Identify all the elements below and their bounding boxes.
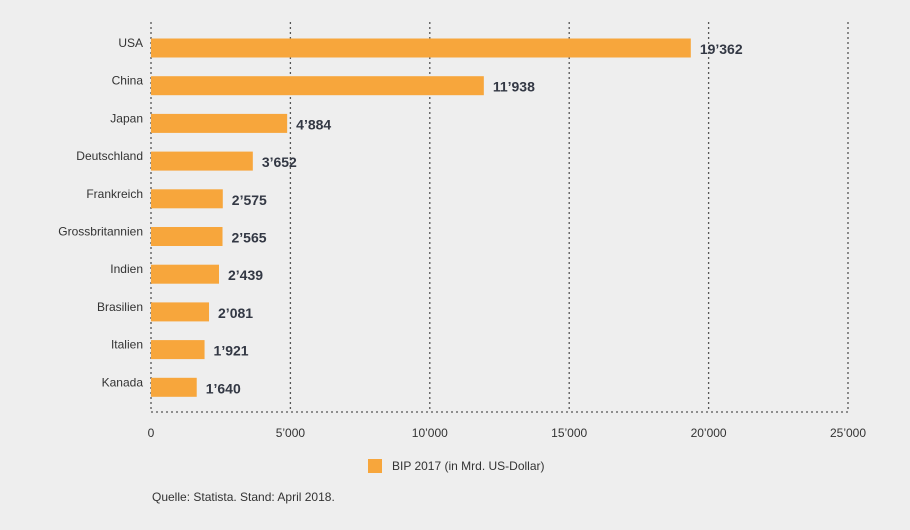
value-label: 2’565 bbox=[232, 230, 267, 246]
source-note: Quelle: Statista. Stand: April 2018. bbox=[152, 490, 335, 504]
value-label: 1’640 bbox=[206, 380, 241, 396]
value-label: 19’362 bbox=[700, 41, 743, 57]
category-label: Italien bbox=[111, 338, 143, 352]
category-label: USA bbox=[118, 36, 143, 50]
category-label: China bbox=[112, 74, 144, 88]
value-label: 2’081 bbox=[218, 305, 253, 321]
legend-label: BIP 2017 (in Mrd. US-Dollar) bbox=[392, 459, 545, 473]
bar-kanada bbox=[151, 377, 197, 397]
value-label: 1’921 bbox=[214, 343, 249, 359]
x-tick-label: 5’000 bbox=[276, 426, 306, 440]
category-label: Japan bbox=[110, 111, 143, 125]
bars bbox=[151, 38, 691, 397]
value-label: 2’439 bbox=[228, 267, 263, 283]
bar-italien bbox=[151, 340, 205, 360]
bar-usa bbox=[151, 38, 691, 58]
category-label: Frankreich bbox=[86, 187, 143, 201]
x-tick-label: 20’000 bbox=[691, 426, 727, 440]
bar-china bbox=[151, 76, 484, 96]
category-label: Grossbritannien bbox=[58, 225, 143, 239]
value-label: 4’884 bbox=[296, 116, 331, 132]
value-label: 11’938 bbox=[493, 79, 535, 95]
category-label: Kanada bbox=[102, 375, 144, 389]
legend: BIP 2017 (in Mrd. US-Dollar) bbox=[368, 459, 545, 473]
category-label: Indien bbox=[110, 262, 143, 276]
category-label: Brasilien bbox=[97, 300, 143, 314]
value-label: 3’652 bbox=[262, 154, 297, 170]
bar-grossbritannien bbox=[151, 227, 223, 246]
bar-frankreich bbox=[151, 189, 223, 209]
bar-japan bbox=[151, 113, 288, 133]
x-tick-label: 15’000 bbox=[551, 426, 587, 440]
bar-brasilien bbox=[151, 302, 210, 322]
x-tick-label: 10’000 bbox=[412, 426, 448, 440]
x-tick-label: 0 bbox=[148, 426, 155, 440]
value-label: 2’575 bbox=[232, 192, 267, 208]
category-label: Deutschland bbox=[76, 149, 143, 163]
x-tick-label: 25’000 bbox=[830, 426, 866, 440]
bar-deutschland bbox=[151, 151, 253, 171]
legend-swatch bbox=[368, 459, 382, 473]
bar-indien bbox=[151, 264, 219, 284]
labels: 0 5’000 10’000 15’000 20’000 25’000 USA 19’362 C… bbox=[58, 36, 866, 440]
